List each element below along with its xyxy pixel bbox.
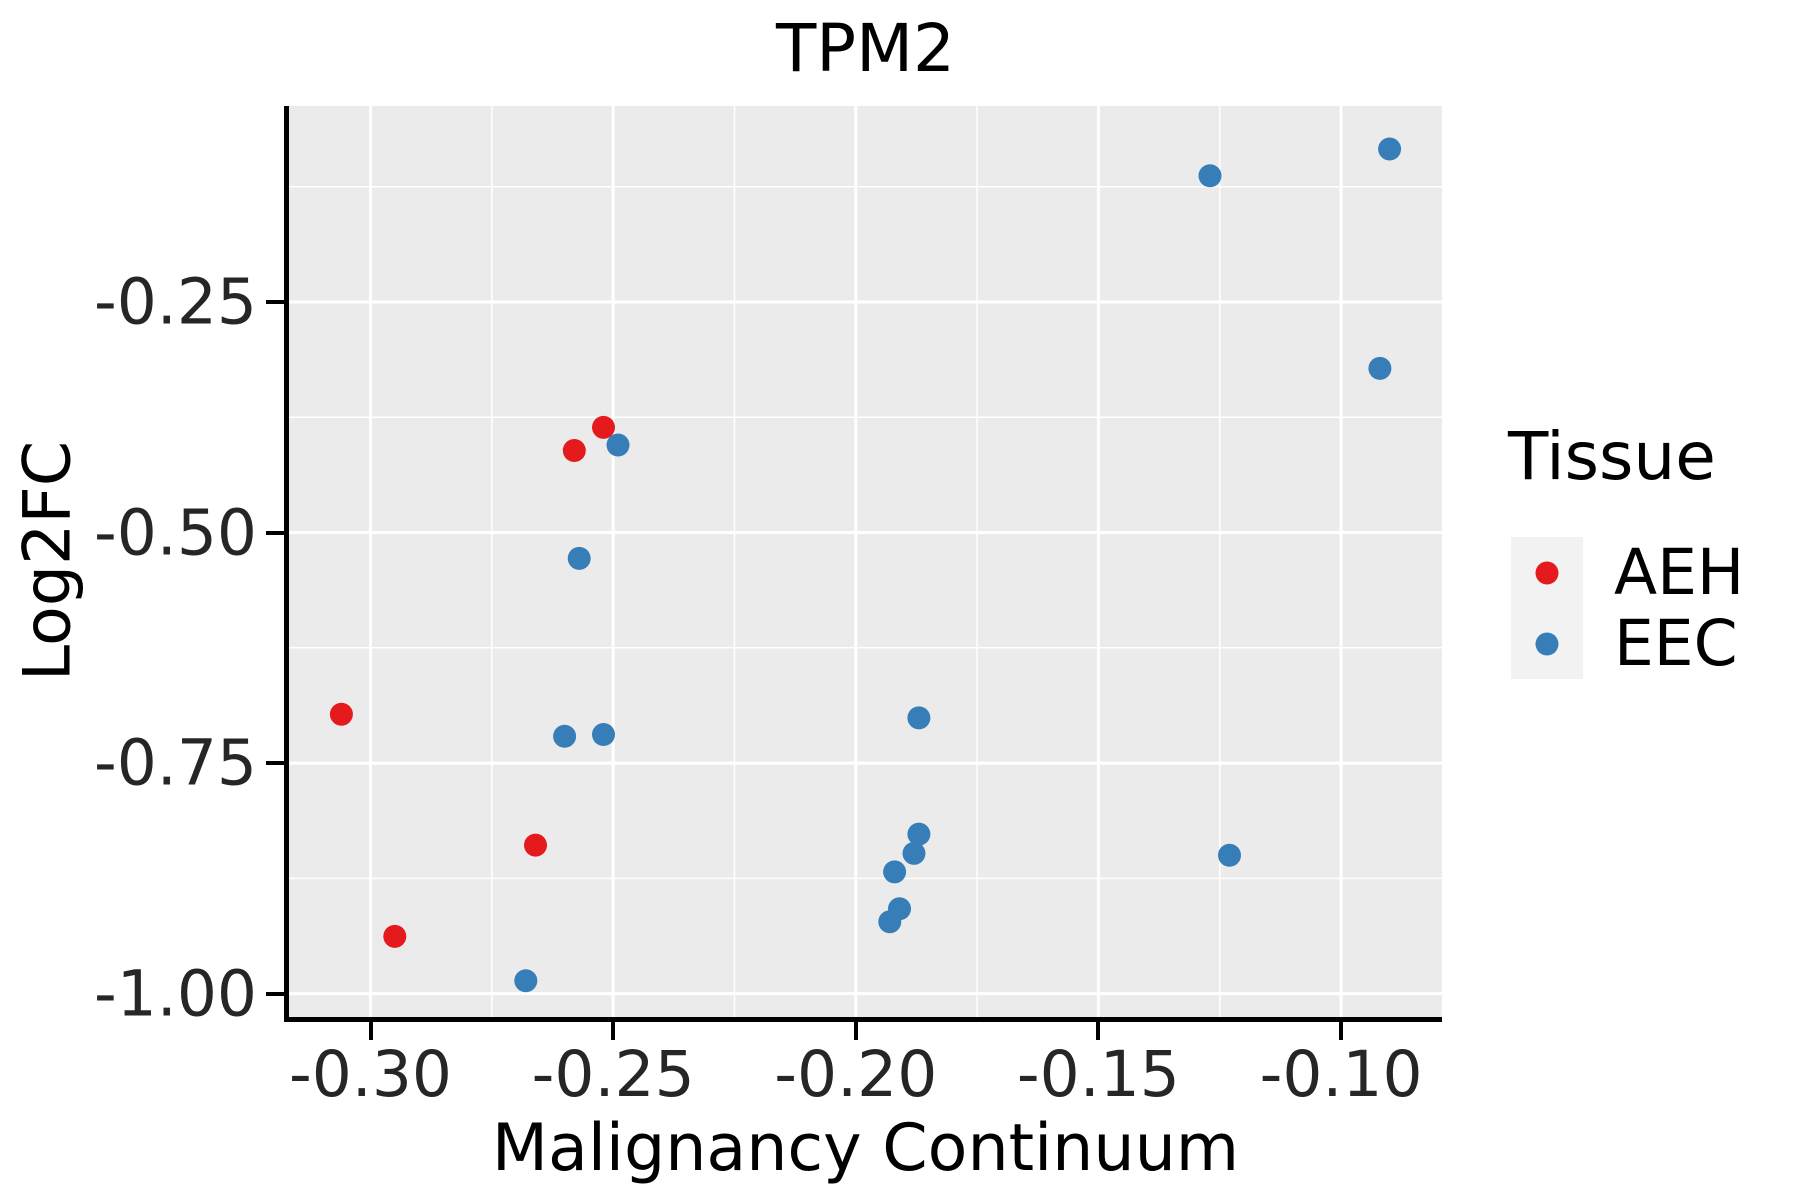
y-tick-label: -0.75 bbox=[93, 726, 257, 800]
data-point-aeh bbox=[383, 924, 407, 948]
data-point-aeh bbox=[524, 833, 547, 857]
legend-point-icon-aeh bbox=[1535, 561, 1559, 584]
y-tick-mark bbox=[266, 300, 284, 304]
legend-item-eec: EEC bbox=[1511, 608, 1744, 679]
x-tick-mark bbox=[1339, 1022, 1344, 1040]
y-axis-line bbox=[284, 106, 289, 1022]
data-point-eec bbox=[1378, 137, 1402, 161]
y-tick-label: -0.25 bbox=[93, 265, 257, 339]
data-point-eec bbox=[567, 546, 591, 570]
x-tick-label: -0.30 bbox=[288, 1038, 453, 1111]
data-point-eec bbox=[883, 860, 907, 884]
data-point-eec bbox=[514, 969, 538, 993]
y-tick-label: -1.00 bbox=[93, 957, 257, 1031]
x-tick-mark bbox=[611, 1022, 616, 1040]
data-point-eec bbox=[907, 822, 931, 846]
y-tick-mark bbox=[266, 991, 284, 996]
legend-title: Tissue bbox=[1508, 418, 1716, 495]
data-point-eec bbox=[553, 724, 577, 748]
plot-title: TPM2 bbox=[775, 10, 956, 87]
legend-key-aeh bbox=[1511, 537, 1583, 608]
x-tick-mark bbox=[1096, 1022, 1101, 1040]
legend-label: EEC bbox=[1614, 607, 1738, 680]
data-point-aeh bbox=[592, 415, 615, 439]
data-point-eec bbox=[1198, 164, 1222, 188]
x-axis-line bbox=[284, 1017, 1442, 1022]
legend-key-eec bbox=[1511, 608, 1583, 679]
data-point-eec bbox=[888, 897, 911, 921]
y-tick-mark bbox=[266, 530, 284, 535]
legend-point-icon-eec bbox=[1535, 632, 1559, 655]
data-point-eec bbox=[907, 706, 931, 730]
data-point-aeh bbox=[329, 702, 353, 726]
x-tick-mark bbox=[853, 1022, 858, 1040]
legend-items: AEH EEC bbox=[1511, 537, 1744, 679]
y-tick-mark bbox=[266, 761, 284, 766]
y-axis-title: Log2FC bbox=[10, 440, 86, 682]
plot-area-svg bbox=[289, 106, 1442, 1017]
data-point-eec bbox=[902, 841, 926, 865]
x-tick-label: -0.25 bbox=[531, 1038, 695, 1111]
x-tick-mark bbox=[368, 1022, 373, 1040]
data-point-eec bbox=[606, 433, 630, 457]
legend-label: AEH bbox=[1614, 536, 1745, 609]
data-point-eec bbox=[1368, 356, 1392, 380]
data-point-eec bbox=[592, 723, 615, 746]
x-tick-label: -0.20 bbox=[774, 1038, 938, 1111]
x-tick-label: -0.10 bbox=[1259, 1038, 1423, 1111]
x-tick-label: -0.15 bbox=[1016, 1038, 1180, 1111]
data-point-eec bbox=[1218, 843, 1241, 867]
data-point-aeh bbox=[562, 439, 586, 462]
legend: Tissue AEH EEC bbox=[1503, 424, 1744, 679]
y-tick-label: -0.50 bbox=[93, 496, 257, 569]
plot-panel bbox=[289, 106, 1442, 1017]
x-axis-title: Malignancy Continuum bbox=[491, 1111, 1240, 1186]
legend-item-aeh: AEH bbox=[1511, 537, 1744, 608]
